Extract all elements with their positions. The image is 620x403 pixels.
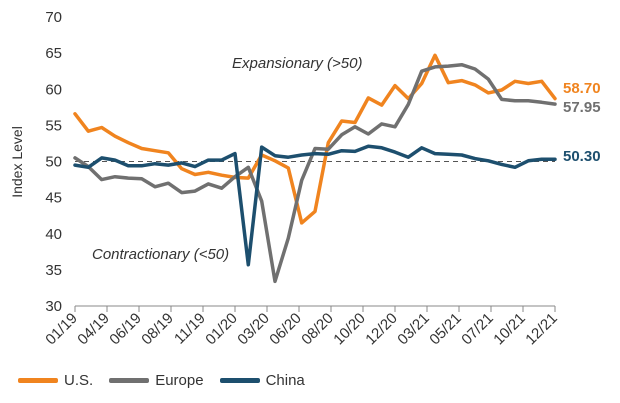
- series-line-europe: [73, 62, 557, 284]
- x-tick-label: 07/21: [458, 310, 497, 349]
- x-tick-label: 08/19: [138, 310, 177, 349]
- x-tick-label: 03/21: [394, 310, 433, 349]
- annotation-contractionary: Contractionary (<50): [92, 246, 229, 263]
- y-tick-label: 40: [45, 226, 62, 243]
- series-line-us: [73, 53, 557, 225]
- y-tick-label: 55: [45, 117, 62, 134]
- x-tick-label: 06/20: [266, 310, 305, 349]
- x-tick-label: 12/21: [522, 310, 561, 349]
- legend-swatch: [109, 378, 150, 383]
- y-tick-label: 30: [45, 298, 62, 315]
- y-tick-label: 35: [45, 262, 62, 279]
- legend: U.S. Europe China: [18, 372, 305, 389]
- legend-swatch: [219, 378, 260, 383]
- end-label-europe: 57.95: [563, 99, 601, 116]
- legend-item: U.S.: [18, 372, 93, 389]
- y-tick-label: 45: [45, 190, 62, 207]
- x-tick-label: 08/20: [298, 310, 337, 349]
- x-tick-label: 12/20: [362, 310, 401, 349]
- legend-label: U.S.: [64, 372, 94, 389]
- x-tick-label: 06/19: [106, 310, 145, 349]
- x-tick-label: 01/19: [42, 310, 81, 349]
- x-tick-label: 03/20: [234, 310, 273, 349]
- end-label-us: 58.70: [563, 80, 601, 97]
- annotation-expansionary: Expansionary (>50): [232, 55, 363, 72]
- y-tick-label: 70: [45, 9, 62, 26]
- y-axis-title: Index Level: [9, 126, 25, 198]
- legend-swatch: [18, 378, 58, 383]
- y-tick-label: 50: [45, 154, 62, 171]
- series-layer: [73, 53, 557, 284]
- legend-label: Europe: [155, 372, 204, 389]
- x-tick-label: 11/19: [171, 310, 209, 348]
- x-tick-label: 05/21: [426, 310, 465, 349]
- legend-label: China: [265, 372, 305, 389]
- x-tick-label: 10/21: [490, 310, 529, 349]
- series-line-china: [73, 144, 557, 267]
- x-tick-label: 10/20: [330, 310, 369, 349]
- x-tick-label: 01/20: [202, 310, 241, 349]
- end-label-china: 50.30: [563, 148, 601, 165]
- y-tick-label: 65: [45, 45, 62, 62]
- end-labels: 58.70 57.95 50.30: [563, 80, 601, 165]
- y-tick-label: 60: [45, 81, 62, 98]
- x-tick-label: 04/19: [74, 310, 113, 349]
- legend-item: China: [219, 372, 305, 389]
- x-axis: 01/1904/1906/1908/1911/1901/2003/2006/20…: [42, 305, 561, 349]
- legend-item: Europe: [109, 372, 204, 389]
- y-axis: 30 35 40 45 50 55 60 65 70: [45, 9, 62, 315]
